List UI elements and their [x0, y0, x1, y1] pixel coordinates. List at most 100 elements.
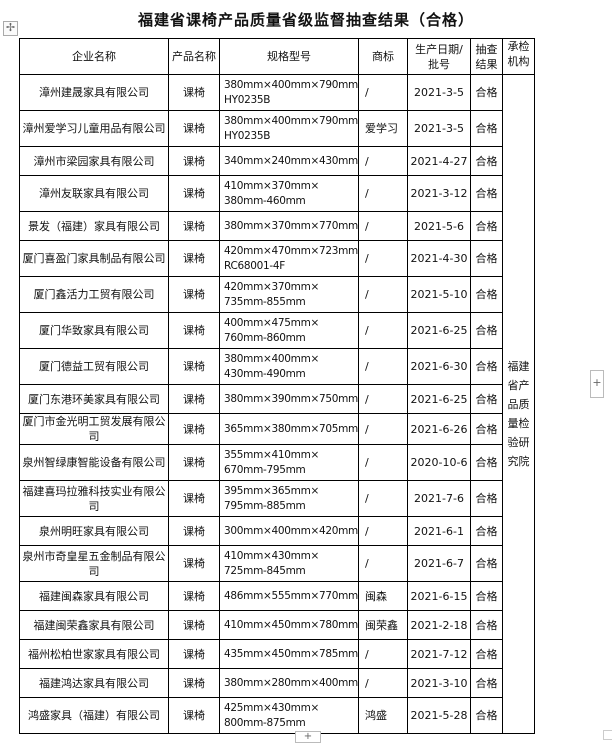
spec-line: HY0235B — [224, 93, 271, 106]
product-cell: 课椅 — [168, 516, 220, 546]
header-result: 抽查 结果 — [470, 38, 503, 75]
company-cell: 泉州明旺家具有限公司 — [19, 516, 169, 546]
brand-cell: / — [358, 480, 408, 517]
company-cell: 福建闽森家具有限公司 — [19, 581, 169, 611]
date-cell: 2021-2-18 — [407, 610, 471, 640]
table-row: 漳州爱学习儿童用品有限公司 课椅 380mm×400mm×790mm HY0235B 爱… — [19, 110, 535, 147]
brand-cell: / — [358, 668, 408, 698]
spec-line: 760mm-860mm — [224, 331, 306, 344]
header-org-text: 承检机构 — [507, 40, 530, 68]
table-resize-handle[interactable] — [603, 730, 612, 740]
company-cell: 福建闽荣鑫家具有限公司 — [19, 610, 169, 640]
company-cell: 福建鸿达家具有限公司 — [19, 668, 169, 698]
product-cell: 课椅 — [168, 211, 220, 241]
spec-line: HY0235B — [224, 129, 271, 142]
product-cell: 课椅 — [168, 639, 220, 669]
brand-cell: / — [358, 175, 408, 212]
spec-cell: 300mm×400mm×420mm — [219, 516, 359, 546]
company-cell: 厦门喜盈门家具制品有限公司 — [19, 240, 169, 277]
spec-cell: 435mm×450mm×785mm — [219, 639, 359, 669]
product-cell: 课椅 — [168, 697, 220, 734]
date-cell: 2021-4-30 — [407, 240, 471, 277]
date-cell: 2021-6-15 — [407, 581, 471, 611]
company-cell: 厦门市金光明工贸发展有限公司 — [19, 413, 169, 445]
table-row: 厦门华致家具有限公司 课椅 400mm×475mm× 760mm-860mm /2021… — [19, 312, 535, 349]
table-row: 鸿盛家具（福建）有限公司 课椅 425mm×430mm× 800mm-875mm 鸿盛 2… — [19, 697, 535, 734]
product-cell: 课椅 — [168, 581, 220, 611]
table-row: 漳州友联家具有限公司 课椅 410mm×370mm× 380mm-460mm /2021… — [19, 175, 535, 212]
date-cell: 2021-7-12 — [407, 639, 471, 669]
product-cell: 课椅 — [168, 74, 220, 111]
header-row: 企业名称 产品名称 规格型号 商标 生产日期/批号 抽查 结果 承检机构 — [19, 38, 535, 75]
company-cell: 漳州建晟家具有限公司 — [19, 74, 169, 111]
table-row: 景发（福建）家具有限公司 课椅 380mm×370mm×770mm/2021-5-6… — [19, 211, 535, 241]
spec-cell: 410mm×370mm× 380mm-460mm — [219, 175, 359, 212]
brand-cell: 爱学习 — [358, 110, 408, 147]
header-org: 承检机构 — [502, 38, 535, 75]
date-cell: 2020-10-6 — [407, 444, 471, 481]
table-move-icon[interactable]: ✢ — [3, 21, 18, 36]
spec-cell: 380mm×390mm×750mm — [219, 384, 359, 414]
product-cell: 课椅 — [168, 240, 220, 277]
spec-cell: 486mm×555mm×770mm — [219, 581, 359, 611]
result-cell: 合格 — [470, 146, 503, 176]
company-cell: 漳州市梁园家具有限公司 — [19, 146, 169, 176]
spec-line: 380mm×280mm×400mm — [224, 676, 358, 689]
document-title: 福建省课椅产品质量省级监督抽查结果（合格） — [137, 11, 474, 29]
date-cell: 2021-3-12 — [407, 175, 471, 212]
result-cell: 合格 — [470, 581, 503, 611]
brand-cell: / — [358, 444, 408, 481]
result-cell: 合格 — [470, 175, 503, 212]
result-cell: 合格 — [470, 312, 503, 349]
product-cell: 课椅 — [168, 276, 220, 313]
company-cell: 鸿盛家具（福建）有限公司 — [19, 697, 169, 734]
spec-line: 735mm-855mm — [224, 295, 306, 308]
product-cell: 课椅 — [168, 545, 220, 582]
result-cell: 合格 — [470, 516, 503, 546]
result-cell: 合格 — [470, 697, 503, 734]
company-cell: 景发（福建）家具有限公司 — [19, 211, 169, 241]
header-product: 产品名称 — [168, 38, 220, 75]
spec-line: 410mm×370mm× — [224, 179, 319, 192]
product-cell: 课椅 — [168, 175, 220, 212]
result-cell: 合格 — [470, 444, 503, 481]
spec-line: 400mm×475mm× — [224, 316, 319, 329]
product-cell: 课椅 — [168, 668, 220, 698]
result-cell: 合格 — [470, 545, 503, 582]
brand-cell: / — [358, 639, 408, 669]
spec-cell: 425mm×430mm× 800mm-875mm — [219, 697, 359, 734]
brand-cell: / — [358, 240, 408, 277]
table-row: 泉州明旺家具有限公司 课椅 300mm×400mm×420mm/2021-6-1 合格 — [19, 516, 535, 546]
add-row-button[interactable]: + — [295, 731, 321, 743]
spec-cell: 340mm×240mm×430mm — [219, 146, 359, 176]
brand-cell: / — [358, 146, 408, 176]
spec-line: 380mm-460mm — [224, 194, 306, 207]
date-cell: 2021-5-6 — [407, 211, 471, 241]
date-cell: 2021-3-10 — [407, 668, 471, 698]
spec-line: 435mm×450mm×785mm — [224, 647, 358, 660]
result-cell: 合格 — [470, 276, 503, 313]
add-column-button[interactable]: + — [590, 370, 604, 398]
spec-line: 430mm-490mm — [224, 367, 306, 380]
table-row: 福建闽荣鑫家具有限公司 课椅 410mm×450mm×780mm 闽荣鑫 2021-2-… — [19, 610, 535, 640]
spec-line: RC68001-4F — [224, 259, 286, 272]
product-cell: 课椅 — [168, 146, 220, 176]
spec-cell: 355mm×410mm× 670mm-795mm — [219, 444, 359, 481]
brand-cell: / — [358, 516, 408, 546]
company-cell: 厦门东港环美家具有限公司 — [19, 384, 169, 414]
date-cell: 2021-6-25 — [407, 384, 471, 414]
spec-cell: 380mm×370mm×770mm — [219, 211, 359, 241]
spec-line: 425mm×430mm× — [224, 701, 319, 714]
spec-cell: 380mm×400mm×790mm HY0235B — [219, 110, 359, 147]
header-brand: 商标 — [358, 38, 408, 75]
company-cell: 厦门鑫活力工贸有限公司 — [19, 276, 169, 313]
table-row: 福州松柏世家家具有限公司 课椅 435mm×450mm×785mm/2021-7-1… — [19, 639, 535, 669]
spec-line: 300mm×400mm×420mm — [224, 524, 358, 537]
spec-line: 725mm-845mm — [224, 564, 306, 577]
result-cell: 合格 — [470, 348, 503, 385]
result-cell: 合格 — [470, 668, 503, 698]
header-date-line2: 批号 — [428, 57, 450, 71]
company-cell: 漳州爱学习儿童用品有限公司 — [19, 110, 169, 147]
product-cell: 课椅 — [168, 444, 220, 481]
result-cell: 合格 — [470, 413, 503, 445]
